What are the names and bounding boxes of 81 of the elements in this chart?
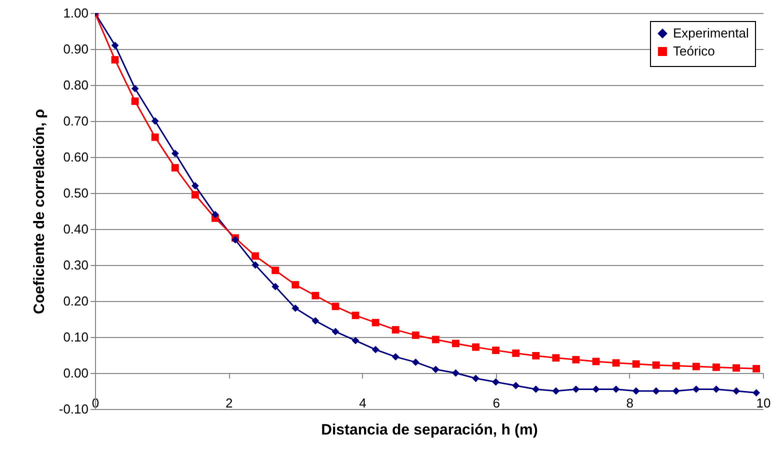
point (532, 385, 540, 393)
y-tick-label: 0.20 (63, 294, 88, 308)
legend-label: Experimental (673, 26, 749, 40)
legend-label: Teórico (673, 44, 715, 58)
point (632, 387, 640, 395)
point (151, 117, 159, 125)
point (512, 382, 520, 390)
point (372, 318, 380, 326)
point (732, 364, 740, 372)
point (252, 252, 260, 260)
point (612, 359, 620, 367)
point (432, 336, 440, 344)
point (472, 374, 480, 382)
point (312, 317, 320, 325)
point (652, 387, 660, 395)
point (372, 346, 380, 354)
point (712, 385, 720, 393)
point (692, 362, 700, 370)
point (652, 361, 660, 369)
point (552, 387, 560, 395)
point (432, 366, 440, 374)
point (492, 346, 500, 354)
point (572, 385, 580, 393)
point (632, 360, 640, 368)
point (412, 358, 420, 366)
point (171, 150, 179, 158)
point (712, 364, 720, 371)
y-tick-label: 1.00 (63, 6, 88, 20)
point (672, 387, 680, 395)
x-tick-label: 4 (359, 396, 366, 410)
point (332, 328, 340, 336)
x-tick-label: 10 (756, 396, 771, 410)
point (352, 312, 360, 320)
point (191, 191, 199, 199)
point (512, 349, 520, 357)
point (272, 282, 280, 290)
y-tick-label: 0.50 (63, 186, 88, 200)
point (412, 331, 420, 339)
point (131, 97, 139, 105)
y-tick-label: 0.30 (63, 258, 88, 272)
point (392, 353, 400, 361)
point (272, 266, 280, 274)
point (452, 340, 460, 348)
point (752, 389, 760, 397)
point (171, 164, 179, 172)
y-tick-label: -0.10 (58, 402, 88, 416)
point (612, 385, 620, 393)
x-axis-title: Distancia de separación, h (m) (321, 422, 538, 438)
point (191, 182, 199, 190)
y-tick-label: 0.90 (63, 42, 88, 56)
y-axis-title: Coeficiente de correlación, ρ (30, 108, 48, 314)
x-tick-label: 2 (225, 396, 233, 410)
y-tick-label: 0.40 (63, 222, 88, 236)
point (352, 336, 360, 344)
point (252, 261, 260, 269)
point (552, 354, 560, 362)
point (572, 356, 580, 364)
y-tick-label: 0.80 (63, 78, 88, 92)
y-tick-label: 0.00 (63, 366, 88, 380)
point (131, 84, 139, 92)
point (151, 133, 159, 141)
point (692, 385, 700, 393)
point (332, 302, 340, 310)
point (212, 210, 219, 218)
point (292, 304, 300, 312)
point (312, 292, 320, 300)
point (111, 42, 119, 50)
point (492, 378, 500, 386)
point (292, 281, 300, 289)
y-tick-label: 0.70 (63, 114, 88, 128)
point (472, 343, 480, 351)
point (111, 56, 119, 64)
y-tick-label: 0.10 (63, 330, 88, 344)
x-tick-label: 6 (492, 396, 500, 410)
point (532, 352, 540, 360)
x-tick-label: 8 (626, 396, 634, 410)
point (672, 362, 680, 370)
point (752, 364, 760, 372)
point (392, 326, 400, 334)
y-tick-label: 0.60 (63, 150, 88, 164)
point (592, 385, 600, 393)
